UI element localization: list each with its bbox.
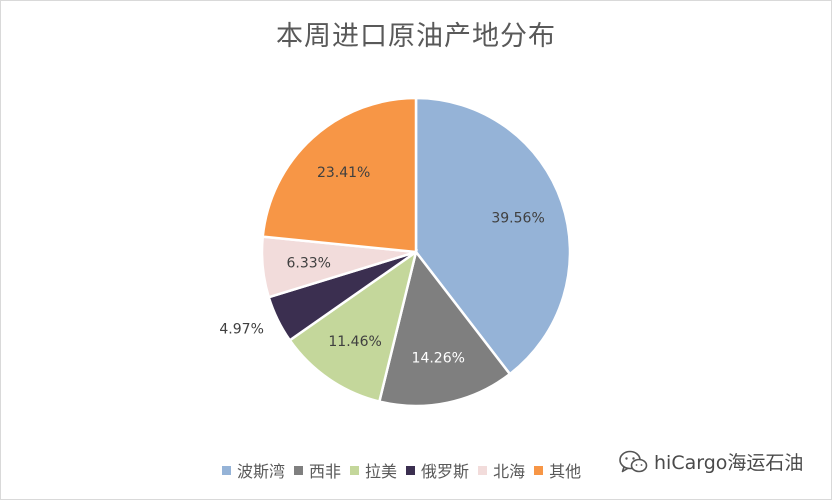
legend-swatch [350,465,360,475]
legend-item-north-sea: 北海 [478,458,525,482]
watermark: hiCargo海运石油 [618,448,803,475]
legend-item-other: 其他 [534,458,581,482]
legend-label: 拉美 [365,462,398,481]
pie-slice-west-africa [377,249,512,408]
chart-legend: 波斯湾 西非 拉美 俄罗斯 北海 其他 [222,458,590,482]
data-label-west-africa: 14.26% [412,350,465,366]
pie-slice-other [261,96,418,254]
pie-slice-persian-gulf [414,96,572,376]
data-label-north-sea: 6.33% [286,256,330,272]
legend-label: 西非 [309,462,342,481]
data-label-other: 23.41% [317,165,370,181]
legend-label: 俄罗斯 [421,462,470,481]
legend-swatch [294,465,304,475]
watermark-text: hiCargo海运石油 [654,452,804,474]
legend-item-latin-america: 拉美 [350,458,397,482]
data-label-russia: 4.97% [219,321,263,337]
legend-swatch [534,465,544,475]
legend-swatch [222,465,231,475]
wechat-icon [619,450,648,472]
legend-swatch [478,465,488,475]
chart-title: 本周进口原油产地分布 [276,21,556,52]
legend-label: 北海 [493,462,526,481]
legend-label: 其他 [549,462,582,481]
legend-item-west-africa: 西非 [294,458,341,482]
legend-swatch [406,465,416,475]
legend-item-persian-gulf: 波斯湾 [222,458,285,482]
data-label-persian-gulf: 39.56% [491,210,544,226]
legend-label: 波斯湾 [237,462,286,481]
data-label-latin-america: 11.46% [328,334,381,350]
legend-item-russia: 俄罗斯 [406,458,469,482]
pie-slice-latin-america [288,249,419,404]
